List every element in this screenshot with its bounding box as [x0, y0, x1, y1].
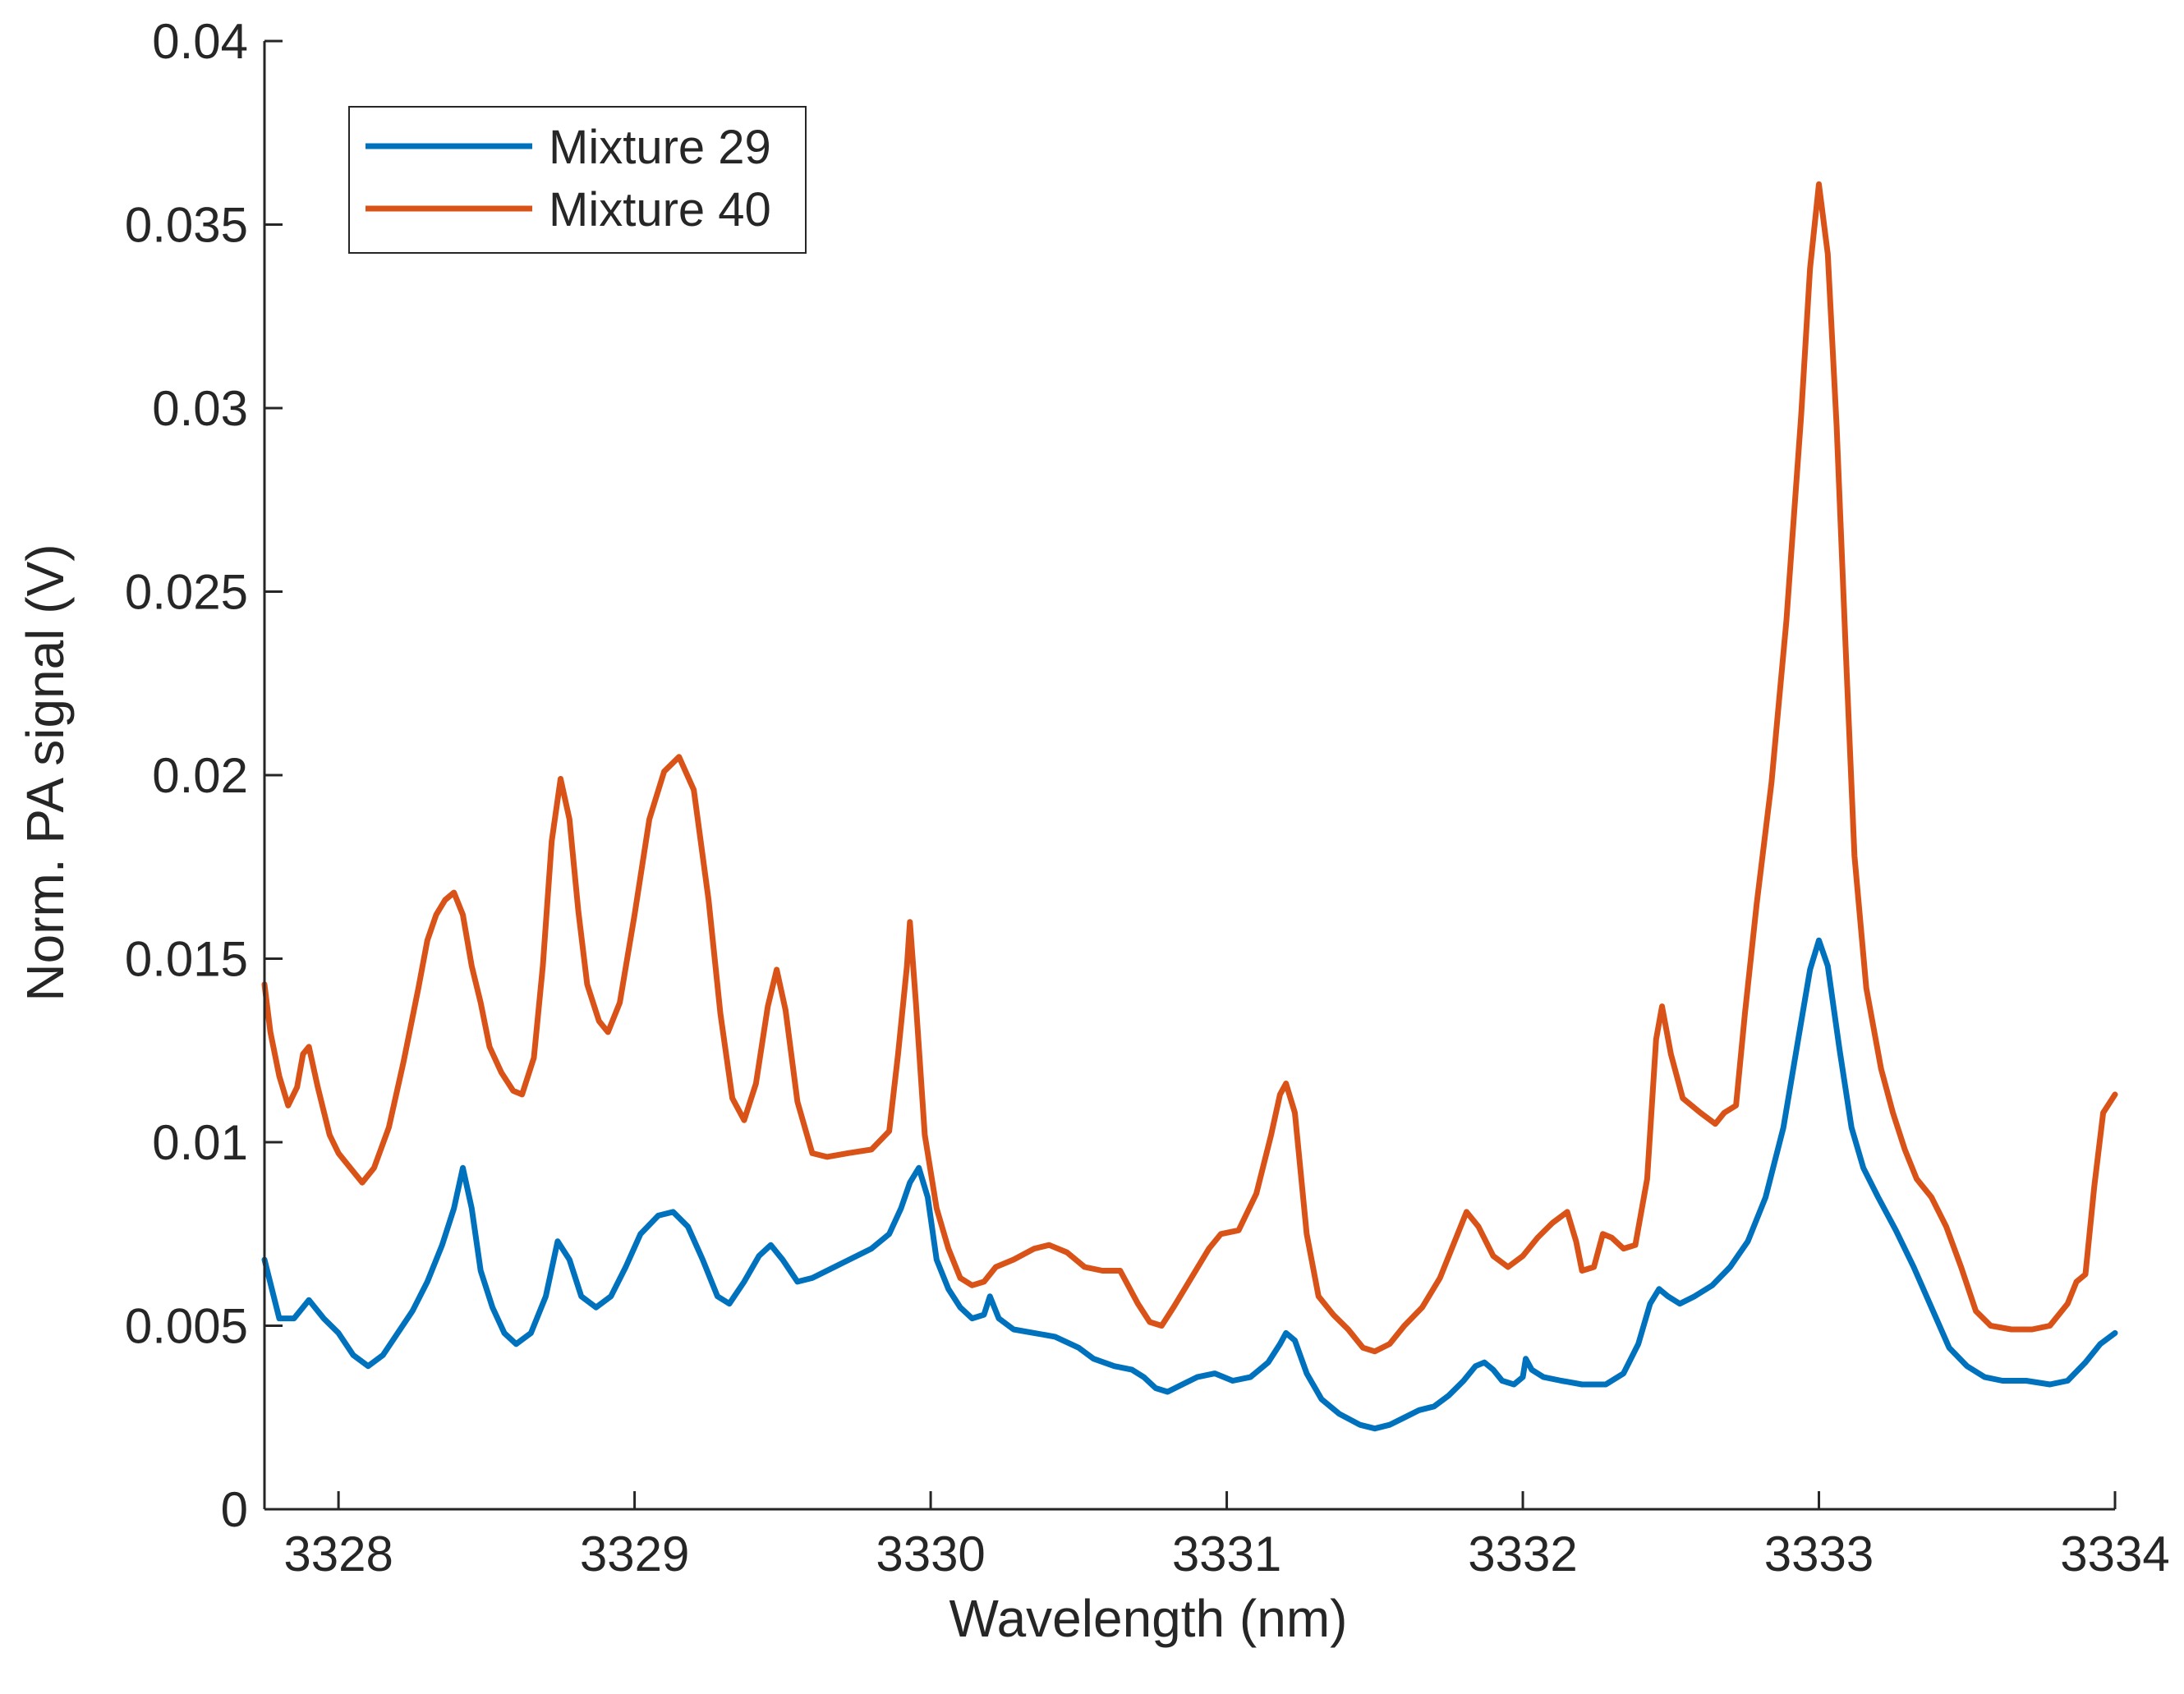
series-line-mixture-29: [261, 937, 2118, 1432]
legend: Mixture 29 Mixture 40: [348, 106, 807, 254]
x-ticks: 3328 3329 3330 3331 3332 3333 3334: [283, 1491, 2170, 1582]
y-tick-label: 0.01: [152, 1115, 248, 1170]
axes: 3328 3329 3330 3331 3332 3333 3334 00.0050.010…: [125, 14, 2170, 1582]
y-tick-label: 0.015: [125, 932, 248, 987]
x-axis-label: Wavelength (nm): [949, 1589, 1348, 1648]
y-tick-label: 0.02: [152, 748, 248, 803]
x-tick-label: 3332: [1468, 1526, 1577, 1582]
y-tick-label: 0.04: [152, 14, 248, 69]
series-lines: [261, 181, 2118, 1432]
y-tick-label: 0.005: [125, 1299, 248, 1354]
y-tick-label: 0: [221, 1482, 248, 1537]
y-ticks: 0 0.005 0.01 0.015 0.02 0.025 0.03 0.035 0.04: [125, 14, 283, 1537]
y-axis-label: Norm. PA signal (V): [16, 544, 75, 1001]
y-tick-label: 0.03: [152, 381, 248, 436]
series-line-mixture-40: [261, 181, 2118, 1355]
legend-label: Mixture 40: [549, 183, 771, 236]
y-tick-label: 0.025: [125, 565, 248, 620]
x-tick-label: 3328: [283, 1526, 393, 1582]
x-tick-label: 3330: [876, 1526, 985, 1582]
legend-box: [348, 106, 807, 254]
x-tick-label: 3334: [2060, 1526, 2169, 1582]
y-tick-label: 0.035: [125, 198, 248, 253]
legend-label: Mixture 29: [549, 121, 771, 174]
x-tick-label: 3333: [1764, 1526, 1874, 1582]
x-tick-label: 3331: [1172, 1526, 1281, 1582]
x-tick-label: 3329: [580, 1526, 689, 1582]
